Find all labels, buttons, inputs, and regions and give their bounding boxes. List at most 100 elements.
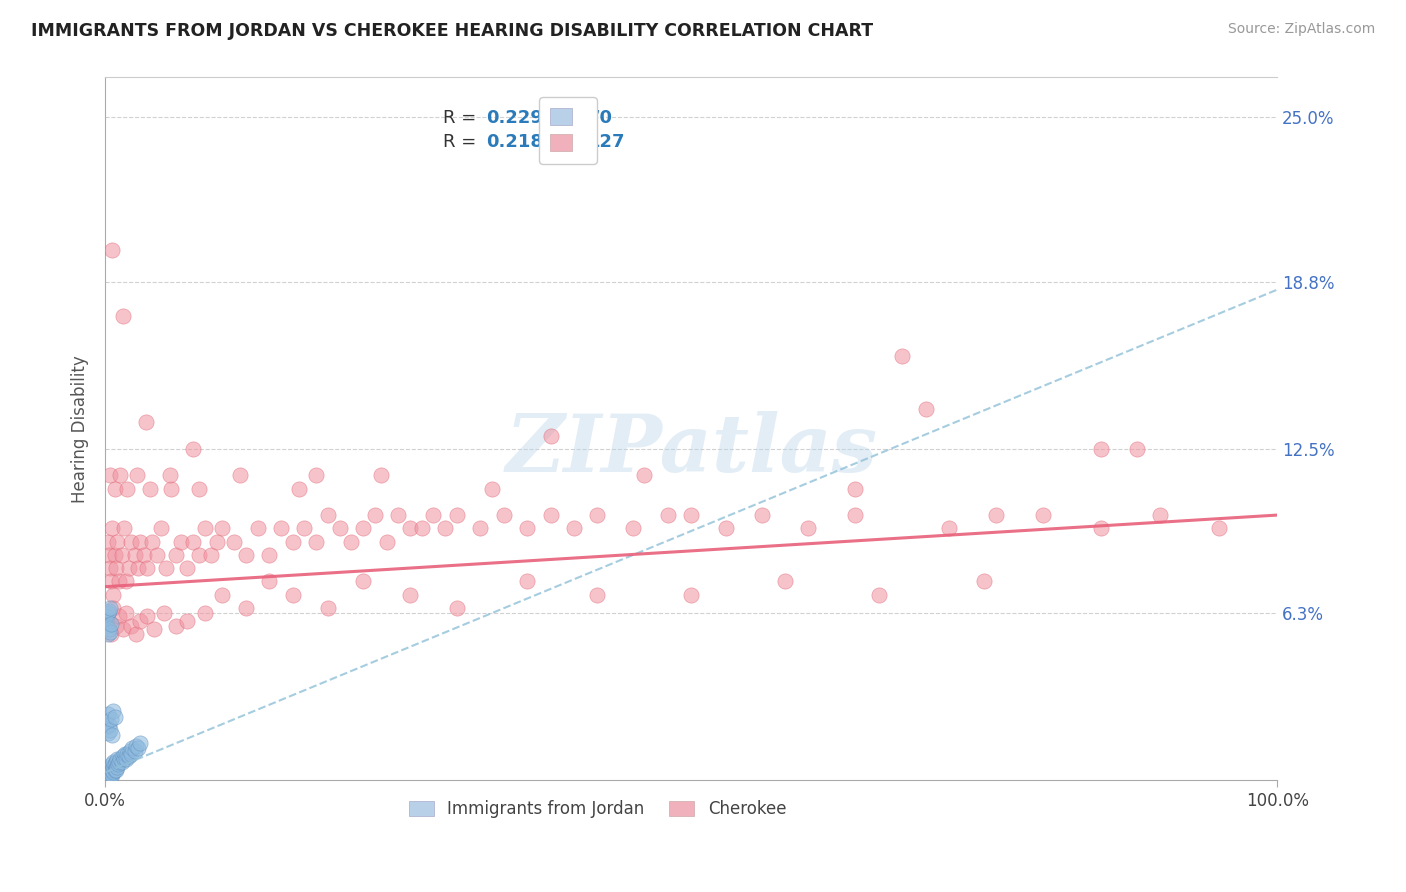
Point (938, 521, 960, 535)
Point (797, 521, 820, 535)
Point (246, 521, 269, 535)
Point (94, 720, 117, 734)
Point (100, 616, 122, 631)
Point (118, 744, 141, 758)
Point (97, 771, 120, 785)
Point (98, 763, 121, 777)
Point (492, 508, 515, 522)
Point (104, 755, 127, 769)
Point (150, 521, 173, 535)
Point (176, 561, 198, 575)
Point (305, 468, 328, 483)
Point (170, 534, 193, 549)
Point (100, 574, 122, 589)
Point (117, 482, 139, 496)
Point (446, 601, 468, 615)
Text: 127: 127 (588, 133, 626, 151)
Point (96, 765, 118, 780)
Point (96, 725, 118, 739)
Point (259, 548, 281, 562)
Point (194, 606, 217, 620)
Point (103, 760, 125, 774)
Point (98, 468, 121, 483)
Point (716, 521, 738, 535)
Point (104, 561, 127, 575)
Point (136, 608, 159, 623)
Text: R =: R = (443, 109, 482, 127)
Point (103, 755, 125, 769)
Point (352, 521, 374, 535)
Point (470, 521, 492, 535)
Point (111, 755, 134, 769)
Point (657, 508, 679, 522)
Point (105, 752, 128, 766)
Point (108, 608, 131, 623)
Point (773, 574, 796, 589)
Text: 0.229: 0.229 (486, 109, 543, 127)
Point (370, 468, 392, 483)
Point (139, 482, 162, 496)
Point (562, 521, 585, 535)
Point (844, 508, 866, 522)
Point (103, 709, 125, 723)
Point (422, 508, 444, 522)
Point (411, 521, 433, 535)
Point (235, 601, 257, 615)
Point (1149, 508, 1171, 522)
Point (112, 752, 135, 766)
Point (540, 508, 562, 522)
Point (211, 521, 233, 535)
Point (586, 508, 609, 522)
Point (181, 534, 204, 549)
Point (98, 771, 121, 785)
Point (259, 574, 281, 589)
Point (96, 714, 118, 729)
Point (97, 548, 120, 562)
Point (1090, 521, 1112, 535)
Point (108, 574, 131, 589)
Point (101, 768, 124, 782)
Point (143, 622, 166, 636)
Point (97, 763, 120, 777)
Point (633, 468, 655, 483)
Point (340, 534, 363, 549)
Point (115, 606, 138, 620)
Point (387, 508, 409, 522)
Point (188, 482, 211, 496)
Point (101, 763, 124, 777)
Point (364, 508, 387, 522)
Point (103, 704, 125, 718)
Point (434, 521, 457, 535)
Point (112, 521, 135, 535)
Point (120, 747, 142, 761)
Point (146, 548, 169, 562)
Text: ZIPatlas: ZIPatlas (505, 411, 877, 489)
Point (399, 521, 422, 535)
Point (111, 548, 134, 562)
Point (96, 534, 118, 549)
Point (96, 768, 118, 782)
Point (176, 614, 198, 628)
Point (98, 561, 121, 575)
Point (124, 744, 146, 758)
Point (844, 482, 866, 496)
Point (103, 763, 125, 777)
Point (973, 574, 995, 589)
Point (125, 739, 148, 753)
Point (101, 757, 124, 772)
Point (110, 468, 132, 483)
Point (104, 619, 127, 633)
Point (97, 768, 120, 782)
Point (100, 760, 122, 774)
Point (115, 574, 138, 589)
Text: IMMIGRANTS FROM JORDAN VS CHEROKEE HEARING DISABILITY CORRELATION CHART: IMMIGRANTS FROM JORDAN VS CHEROKEE HEARI… (31, 22, 873, 40)
Point (96, 606, 118, 620)
Point (96, 706, 118, 721)
Point (111, 622, 134, 636)
Point (114, 747, 136, 761)
Point (481, 482, 503, 496)
Point (103, 601, 125, 615)
Point (98, 624, 121, 639)
Point (103, 757, 125, 772)
Legend: Immigrants from Jordan, Cherokee: Immigrants from Jordan, Cherokee (402, 793, 793, 825)
